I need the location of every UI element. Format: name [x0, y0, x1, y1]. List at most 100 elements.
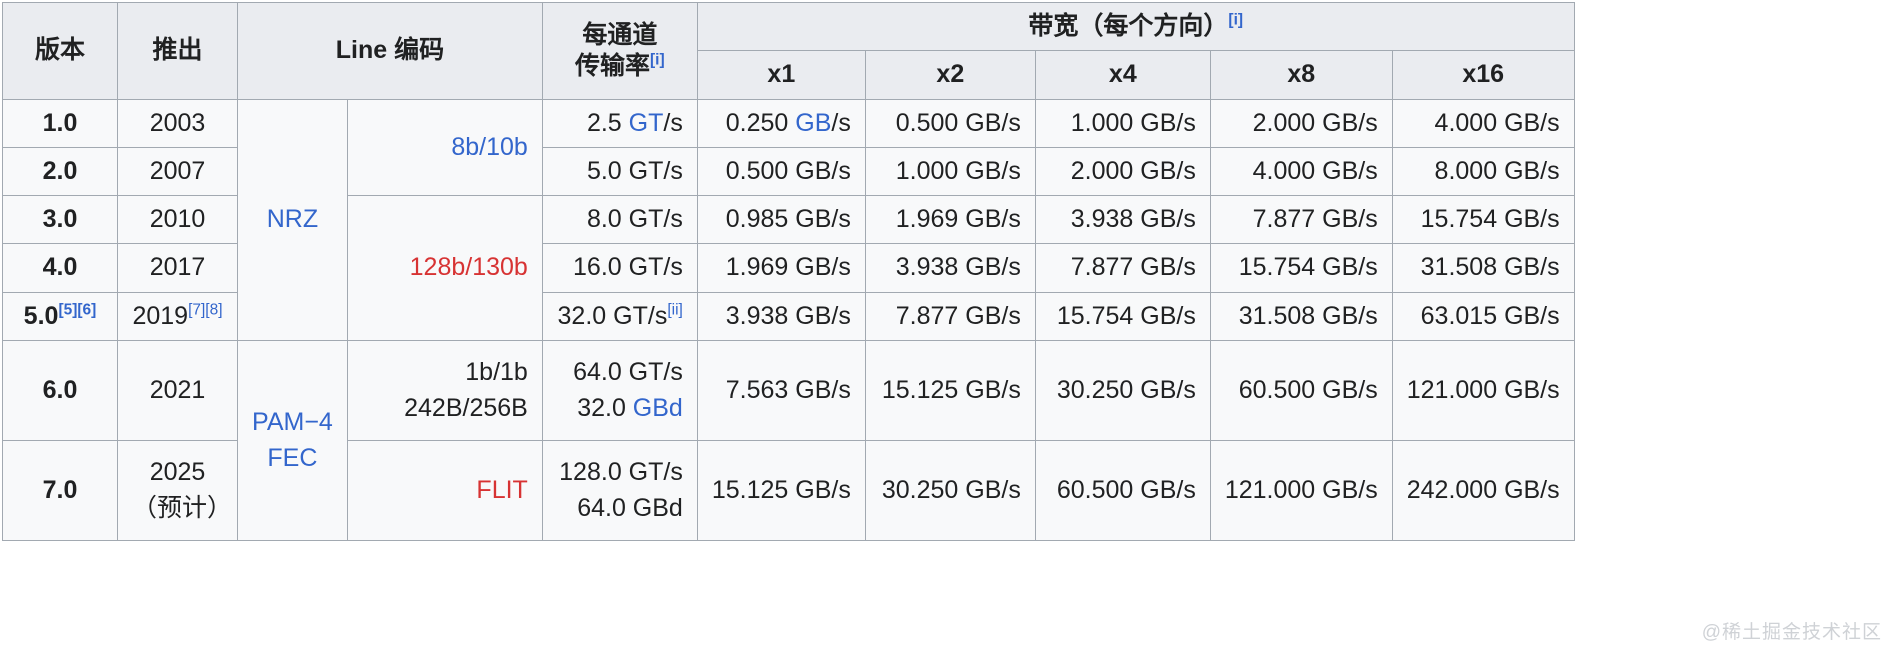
year-value: 2019: [132, 301, 189, 330]
bw-unit: GB/s: [965, 301, 1021, 330]
cell-bw-x4: 15.754 GB/s: [1034, 291, 1211, 341]
per-lane-rate-ref-link[interactable]: [i]: [650, 51, 665, 69]
bandwidth-ref-link[interactable]: [i]: [1228, 11, 1244, 29]
per-lane-rate-line1: 每通道: [582, 20, 658, 49]
bw-unit: GB/s: [1140, 253, 1196, 282]
cell-encoding-1b1b: 1b/1b 242B/256B: [346, 339, 543, 441]
bandwidth-ref[interactable]: [i]: [1228, 12, 1243, 29]
table-row: 3.0 2010 128b/130b 8.0 GT/s 0.985 GB/s 1…: [2, 194, 1575, 341]
rate-baud: 64.0 GBd: [577, 494, 683, 523]
rate-unit: GT/s: [628, 205, 683, 233]
nrz-link[interactable]: NRZ: [266, 205, 319, 233]
header-per-lane-rate: 每通道 传输率[i]: [541, 2, 698, 100]
bw-value: 3.938: [725, 301, 789, 330]
cell-bw-x16: 63.015 GB/s: [1391, 291, 1575, 341]
cell-bw-x2: 1.969 GB/s: [864, 194, 1036, 245]
cell-rate: 128.0 GT/s 64.0 GBd: [541, 439, 698, 541]
enc-128b130b-link[interactable]: 128b/130b: [409, 253, 528, 282]
cell-bw-x8: 60.500 GB/s: [1209, 339, 1393, 441]
bw-unit: GB/s: [1504, 108, 1560, 137]
rate-ref-link[interactable]: [ii]: [667, 301, 683, 319]
cell-bw-x1: 0.500 GB/s: [696, 146, 866, 197]
bw-value: 8.000: [1434, 156, 1498, 185]
bw-unit: GB/s: [1322, 205, 1378, 233]
pam4-link[interactable]: PAM−4: [252, 408, 333, 436]
bw-unit: GB/s: [1322, 375, 1378, 404]
cell-bw-x16: 31.508 GB/s: [1391, 243, 1575, 293]
cell-bw-x16: 15.754 GB/s: [1391, 194, 1575, 245]
bw-value: 1.969: [895, 205, 959, 233]
bw-value: 121.000: [1224, 475, 1316, 504]
table-row: 2.0 2007 5.0 GT/s 0.500 GB/s 1.000 GB/s …: [2, 146, 1575, 197]
bw-unit: GB/s: [1322, 108, 1378, 137]
flit-link[interactable]: FLIT: [476, 475, 528, 504]
cell-version: 4.0: [2, 243, 118, 293]
cell-bw-x8: 4.000 GB/s: [1209, 146, 1393, 197]
enc-8b10b-link[interactable]: 8b/10b: [451, 132, 528, 161]
rate-baud-wrap: 32.0 GBd: [557, 390, 683, 426]
bw-value: 4.000: [1434, 108, 1498, 137]
cell-rate: 2.5 GT/s: [541, 98, 698, 148]
bw-value: 1.000: [1070, 108, 1134, 137]
bw-value: 63.015: [1420, 301, 1498, 330]
version-refs[interactable]: [5][6]: [58, 301, 96, 318]
cell-version: 2.0: [2, 146, 118, 197]
bw-unit: GB/s: [1140, 156, 1196, 185]
bw-value: 242.000: [1406, 475, 1498, 504]
rate-ref[interactable]: [ii]: [667, 301, 683, 318]
cell-bw-x2: 7.877 GB/s: [864, 291, 1036, 341]
bw-value: 30.250: [881, 475, 959, 504]
rate-unit: GT/s: [628, 253, 683, 282]
bw-value: 60.500: [1056, 475, 1134, 504]
cell-bw-x2: 30.250 GB/s: [864, 439, 1036, 541]
bw-unit: GB/s: [1322, 156, 1378, 185]
table-head: 版本 推出 Line 编码 每通道 传输率[i] 带宽（每个方向）[i] x1 …: [2, 1, 1575, 100]
bw-unit: GB/s: [1140, 108, 1196, 137]
bw-unit: GB/s: [965, 156, 1021, 185]
bw-value: 15.125: [711, 475, 789, 504]
bw-unit: GB/s: [795, 156, 851, 185]
table-row: 1.0 2003 NRZ 8b/10b 2.5 GT/s 0.250 GB/s …: [2, 98, 1575, 341]
header-line-code: Line 编码: [237, 2, 543, 100]
rate-baud-value: 32.0: [577, 394, 633, 423]
bw-value: 31.508: [1420, 253, 1498, 282]
bw-unit: GB/s: [1322, 253, 1378, 282]
cell-bw-x4: 1.000 GB/s: [1034, 98, 1211, 148]
version-refs-link[interactable]: [5][6]: [58, 301, 97, 319]
header-row-2: x1 x2 x4 x8 x16: [3, 50, 1575, 100]
cell-year: 2021: [117, 339, 238, 441]
gbd-link[interactable]: GBd: [632, 394, 683, 423]
per-lane-rate-ref[interactable]: [i]: [650, 51, 665, 68]
per-lane-rate-line2: 传输率: [575, 51, 651, 80]
bw-value: 0.985: [725, 205, 789, 233]
bw-value: 60.500: [1238, 375, 1316, 404]
fec-link[interactable]: FEC: [267, 444, 318, 473]
bw-unit: GB/s: [1504, 205, 1560, 233]
bw-value: 2.000: [1070, 156, 1134, 185]
bw-suffix: /s: [831, 108, 851, 137]
rate-value: 128.0 GT/s: [559, 458, 683, 486]
year-refs[interactable]: [7][8]: [188, 301, 222, 318]
cell-version: 6.0: [2, 339, 118, 441]
bw-unit: GB/s: [965, 205, 1021, 233]
cell-year: 2017: [117, 243, 238, 293]
gt-link[interactable]: GT: [628, 108, 664, 137]
bw-unit: GB/s: [795, 301, 851, 330]
cell-bw-x4: 7.877 GB/s: [1034, 243, 1211, 293]
header-bandwidth-label: 带宽（每个方向）: [1028, 12, 1229, 40]
gb-link[interactable]: GB: [795, 108, 832, 137]
cell-bw-x8: 31.508 GB/s: [1209, 291, 1393, 341]
rate-value: 32.0: [557, 301, 607, 330]
cell-bw-x4: 2.000 GB/s: [1034, 146, 1211, 197]
rate-value: 16.0: [573, 253, 622, 282]
bw-value: 31.508: [1238, 301, 1316, 330]
bw-unit: GB/s: [1504, 253, 1560, 282]
header-lane-x1: x1: [696, 50, 866, 100]
bw-unit: GB/s: [1140, 375, 1196, 404]
cell-encoding-nrz: NRZ: [237, 98, 348, 341]
year-refs-link[interactable]: [7][8]: [188, 301, 223, 319]
cell-bw-x16: 8.000 GB/s: [1391, 146, 1575, 197]
bw-unit: GB/s: [1140, 301, 1196, 330]
header-lane-x8: x8: [1209, 50, 1393, 100]
cell-bw-x2: 1.000 GB/s: [864, 146, 1036, 197]
